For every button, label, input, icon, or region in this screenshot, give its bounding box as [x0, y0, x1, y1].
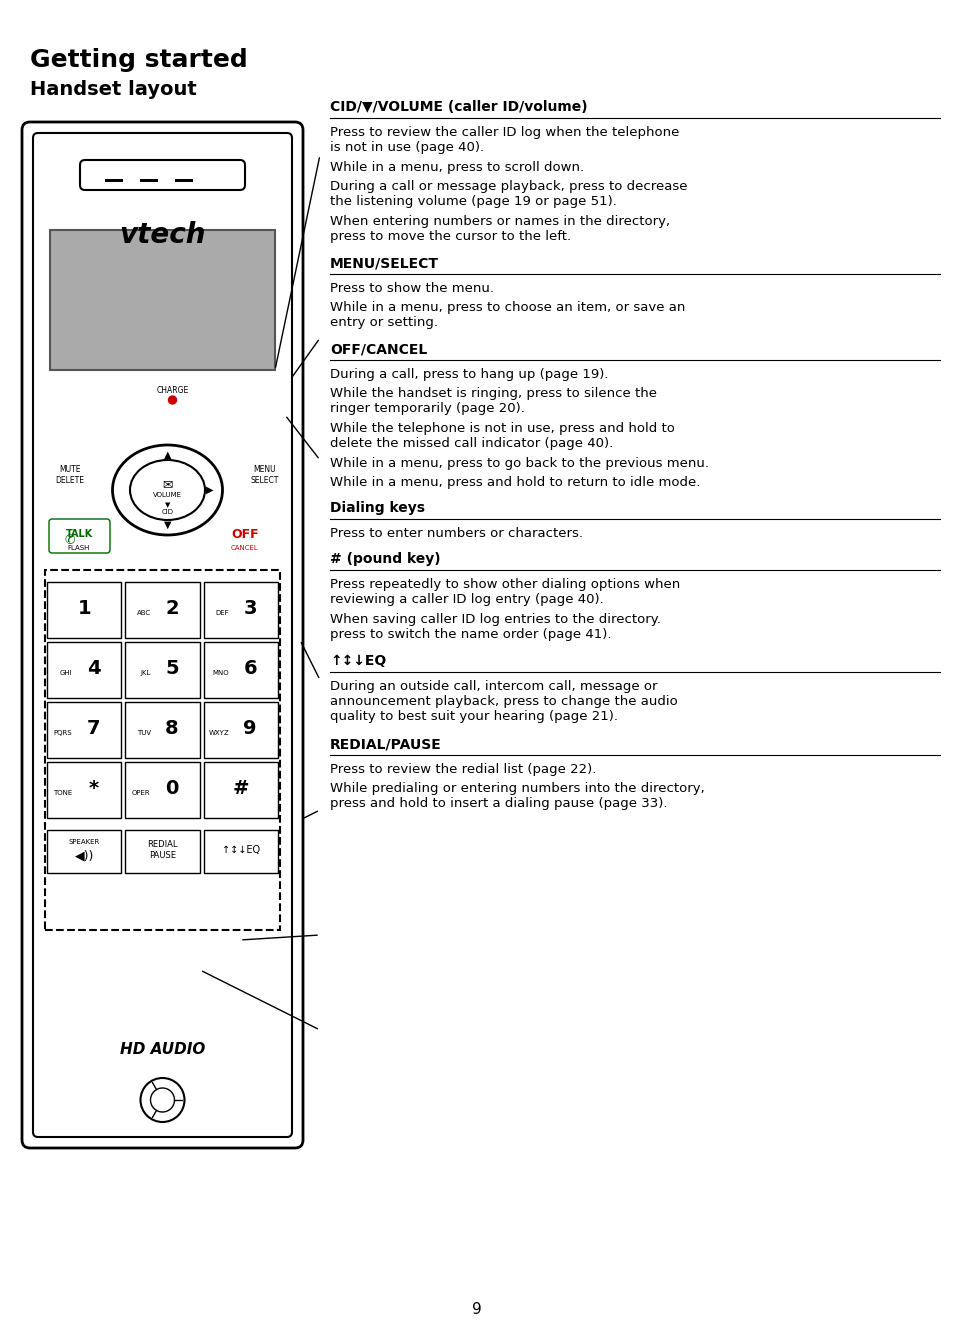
Bar [47, 763, 121, 818]
Bar [105, 179, 123, 182]
Text: MUTE
DELETE: MUTE DELETE [55, 466, 85, 484]
Text: CID: CID [161, 508, 173, 515]
Bar [203, 763, 277, 818]
Text: OFF/CANCEL: OFF/CANCEL [330, 343, 427, 356]
Bar [50, 230, 274, 371]
Text: While the handset is ringing, press to silence the
ringer temporarily (page 20).: While the handset is ringing, press to s… [330, 387, 657, 415]
Text: CANCEL: CANCEL [231, 545, 258, 551]
Text: While predialing or entering numbers into the directory,
press and hold to inser: While predialing or entering numbers int… [330, 781, 704, 809]
Text: 4: 4 [87, 658, 100, 677]
Bar [47, 582, 121, 638]
Ellipse shape [112, 446, 222, 535]
FancyBboxPatch shape [33, 132, 292, 1137]
Text: MENU
SELECT: MENU SELECT [251, 466, 279, 484]
Text: When saving caller ID log entries to the directory.
press to switch the name ord: When saving caller ID log entries to the… [330, 613, 660, 641]
Bar [125, 642, 199, 698]
Text: CID/▼/VOLUME (caller ID/volume): CID/▼/VOLUME (caller ID/volume) [330, 100, 587, 114]
Text: # (pound key): # (pound key) [330, 553, 440, 566]
Text: ▼: ▼ [164, 520, 172, 530]
Bar [203, 702, 277, 759]
Bar [125, 582, 199, 638]
Text: MNO: MNO [213, 670, 229, 676]
Text: JKL: JKL [140, 670, 151, 676]
FancyBboxPatch shape [80, 161, 245, 190]
Text: Handset layout: Handset layout [30, 80, 196, 99]
Text: ▼: ▼ [165, 502, 170, 508]
Bar [45, 570, 280, 930]
Text: vtech: vtech [119, 221, 206, 249]
Text: 1: 1 [77, 598, 91, 618]
Text: During a call or message playback, press to decrease
the listening volume (page : During a call or message playback, press… [330, 181, 687, 207]
Text: While in a menu, press to scroll down.: While in a menu, press to scroll down. [330, 161, 583, 174]
Circle shape [151, 1088, 174, 1112]
Bar [203, 830, 277, 872]
Text: During an outside call, intercom call, message or
announcement playback, press t: During an outside call, intercom call, m… [330, 680, 677, 723]
Text: 6: 6 [243, 658, 256, 677]
Text: TUV: TUV [136, 731, 151, 736]
Text: VOLUME: VOLUME [152, 492, 182, 498]
Text: While the telephone is not in use, press and hold to
delete the missed call indi: While the telephone is not in use, press… [330, 421, 674, 450]
Text: ✆: ✆ [65, 534, 75, 546]
Bar [203, 642, 277, 698]
Text: When entering numbers or names in the directory,
press to move the cursor to the: When entering numbers or names in the di… [330, 215, 669, 244]
Bar [203, 582, 277, 638]
Text: GHI: GHI [60, 670, 72, 676]
Text: MENU/SELECT: MENU/SELECT [330, 256, 438, 270]
FancyBboxPatch shape [22, 122, 303, 1148]
Text: Press to enter numbers or characters.: Press to enter numbers or characters. [330, 527, 582, 541]
Text: ▶: ▶ [206, 484, 213, 495]
Text: 9: 9 [243, 719, 256, 737]
Text: Press to review the redial list (page 22).: Press to review the redial list (page 22… [330, 763, 596, 776]
Text: ↑↕↓EQ: ↑↕↓EQ [221, 846, 259, 855]
Bar [125, 763, 199, 818]
Bar [47, 642, 121, 698]
Bar [47, 830, 121, 872]
Text: TONE: TONE [53, 789, 72, 796]
FancyBboxPatch shape [49, 519, 110, 553]
Text: OFF: OFF [231, 527, 258, 541]
Text: 0: 0 [165, 779, 178, 797]
Bar [125, 702, 199, 759]
Text: 5: 5 [165, 658, 178, 677]
Text: ABC: ABC [136, 610, 151, 615]
Ellipse shape [130, 460, 205, 520]
Text: 3: 3 [243, 598, 256, 618]
Text: ◀)): ◀)) [74, 850, 93, 863]
Text: During a call, press to hang up (page 19).: During a call, press to hang up (page 19… [330, 368, 608, 381]
Bar [174, 179, 193, 182]
Text: WXYZ: WXYZ [208, 731, 229, 736]
Text: 2: 2 [165, 598, 178, 618]
Text: While in a menu, press and hold to return to idle mode.: While in a menu, press and hold to retur… [330, 476, 700, 488]
Text: ✉: ✉ [162, 479, 172, 491]
Text: ↑↕↓EQ: ↑↕↓EQ [330, 654, 386, 668]
Text: While in a menu, press to choose an item, or save an
entry or setting.: While in a menu, press to choose an item… [330, 301, 684, 329]
Text: #: # [233, 779, 249, 797]
Text: HD AUDIO: HD AUDIO [120, 1042, 205, 1057]
Text: *: * [89, 779, 98, 797]
Bar [125, 830, 199, 872]
Text: FLASH: FLASH [68, 545, 91, 551]
Circle shape [140, 1078, 184, 1123]
Text: TALK: TALK [66, 529, 92, 539]
Text: CHARGE: CHARGE [156, 385, 189, 395]
Text: DEF: DEF [215, 610, 229, 615]
Text: Press to show the menu.: Press to show the menu. [330, 282, 494, 294]
Text: While in a menu, press to go back to the previous menu.: While in a menu, press to go back to the… [330, 458, 708, 470]
Text: Getting started: Getting started [30, 48, 248, 72]
Text: Dialing keys: Dialing keys [330, 500, 424, 515]
Text: OPER: OPER [132, 789, 151, 796]
Text: 7: 7 [87, 719, 100, 737]
Text: Press to review the caller ID log when the telephone
is not in use (page 40).: Press to review the caller ID log when t… [330, 126, 679, 154]
Text: PQRS: PQRS [53, 731, 72, 736]
Text: SPEAKER: SPEAKER [69, 839, 100, 846]
Text: 9: 9 [472, 1302, 481, 1318]
Circle shape [169, 396, 176, 404]
Text: ▲: ▲ [164, 450, 172, 460]
Text: 8: 8 [165, 719, 178, 737]
Text: REDIAL/PAUSE: REDIAL/PAUSE [330, 737, 441, 751]
Bar [47, 702, 121, 759]
Text: Press repeatedly to show other dialing options when
reviewing a caller ID log en: Press repeatedly to show other dialing o… [330, 578, 679, 606]
Bar [140, 179, 158, 182]
Text: REDIAL
PAUSE: REDIAL PAUSE [147, 840, 177, 860]
